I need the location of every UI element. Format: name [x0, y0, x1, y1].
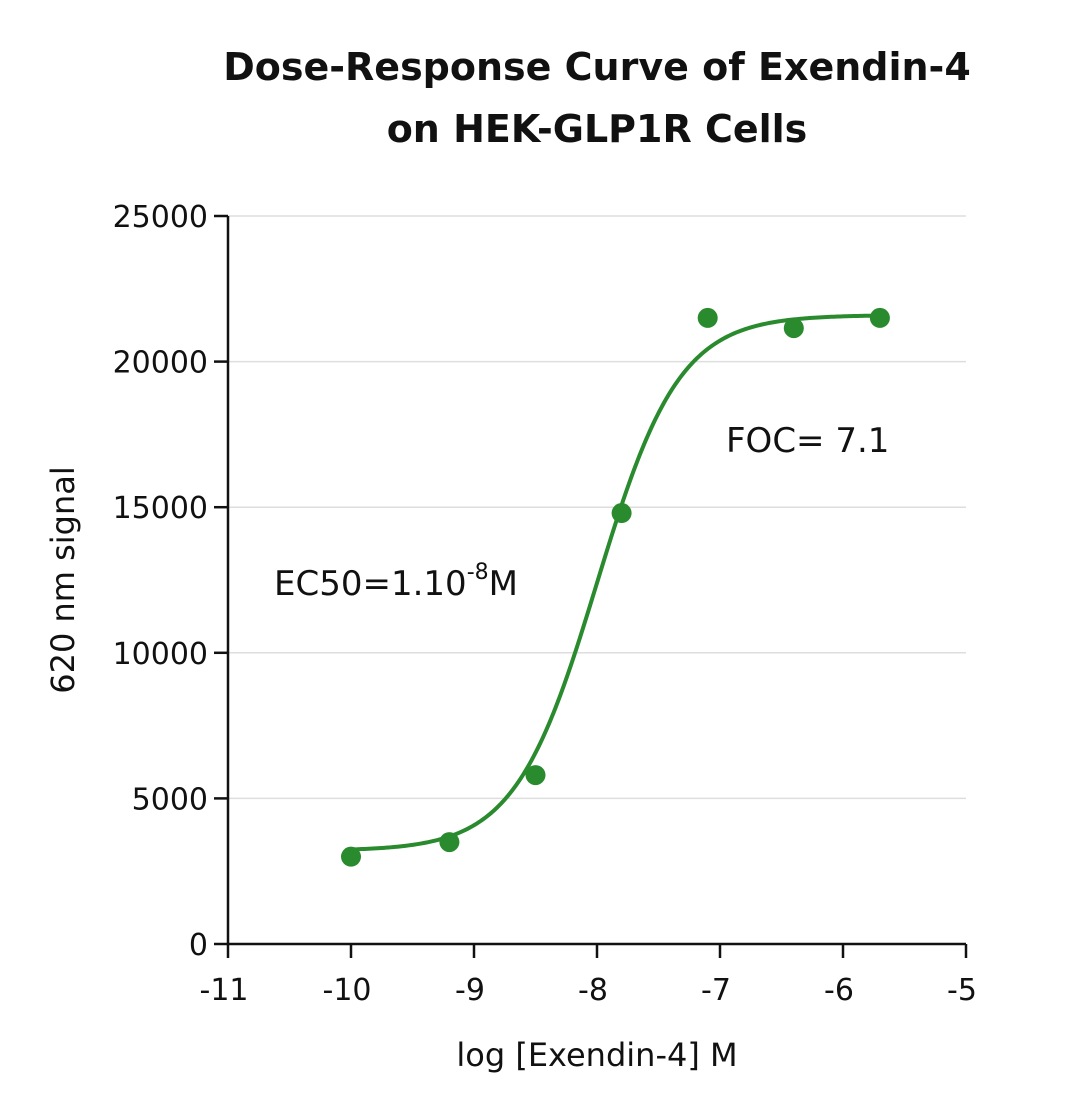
y-tick-label: 20000 [113, 346, 208, 381]
data-point [439, 832, 460, 853]
y-tick-label: 25000 [113, 200, 208, 235]
gridlines [228, 215, 966, 800]
x-tick-label: -5 [947, 973, 977, 1008]
chart-title-line-2: on HEK-GLP1R Cells [387, 107, 808, 151]
chart-title-line-1: Dose-Response Curve of Exendin-4 [223, 45, 971, 89]
data-point [525, 765, 546, 786]
y-axis-ticks: 0 5000 10000 15000 20000 25000 [113, 200, 228, 963]
data-point [869, 307, 890, 328]
data-point [611, 503, 632, 524]
ec50-base: EC50=1.10 [274, 564, 467, 604]
y-tick-label: 5000 [132, 782, 208, 817]
x-tick-label: -11 [200, 973, 249, 1008]
data-point [341, 846, 361, 867]
ec50-unit: M [489, 564, 518, 604]
x-axis-ticks: -11 -10 -9 -8 -7 -6 -5 [200, 944, 977, 1008]
y-tick-label: 15000 [113, 491, 208, 526]
y-axis-label: 620 nm signal [44, 466, 82, 694]
y-tick-label: 0 [189, 928, 208, 963]
x-tick-label: -9 [455, 973, 485, 1008]
ec50-annotation: EC50=1.10-8M [274, 560, 518, 604]
data-point [697, 307, 718, 328]
x-tick-label: -10 [323, 973, 372, 1008]
x-tick-label: -8 [578, 973, 608, 1008]
x-tick-label: -6 [824, 973, 854, 1008]
x-tick-label: -7 [701, 973, 731, 1008]
y-tick-label: 10000 [113, 637, 208, 672]
ec50-exponent: -8 [467, 560, 489, 585]
data-points [341, 307, 890, 867]
data-point [783, 318, 804, 339]
foc-annotation: FOC= 7.1 [726, 421, 889, 461]
x-axis-label: log [Exendin-4] M [456, 1036, 737, 1074]
